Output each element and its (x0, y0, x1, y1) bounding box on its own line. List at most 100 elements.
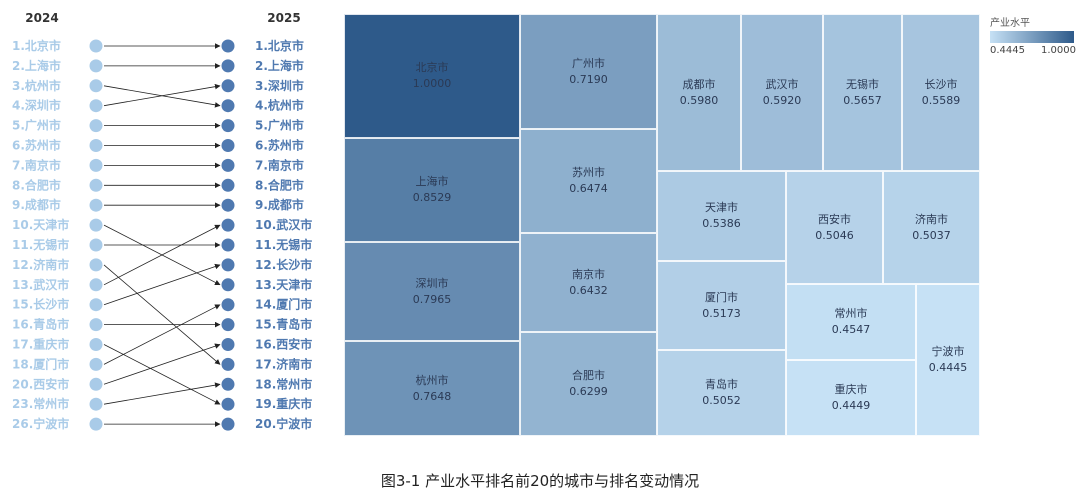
rank-2025-dot (221, 198, 235, 212)
treemap-city-label: 南京市 (572, 267, 605, 281)
treemap-city-label: 天津市 (705, 201, 738, 214)
rank-2024-dot (89, 158, 103, 172)
treemap-city-label: 北京市 (415, 61, 449, 74)
rank-change-arrow (103, 224, 221, 286)
treemap-value-label: 0.4449 (831, 399, 871, 412)
treemap-city-label: 无锡市 (846, 77, 879, 91)
rank-2024-label: 8.合肥市 (12, 177, 61, 192)
treemap-cell: 上海市 0.8529 (344, 138, 520, 242)
treemap-cell: 重庆市 0.4449 (786, 360, 916, 436)
rank-2025-dot (221, 99, 235, 113)
treemap-city-label: 常州市 (834, 307, 868, 320)
treemap-city-label: 重庆市 (834, 383, 868, 396)
treemap-cell: 厦门市 0.5173 (657, 261, 786, 350)
rank-2025-dot (221, 417, 235, 431)
rank-2025-label: 9.成都市 (255, 197, 304, 212)
treemap-cell: 北京市 1.0000 (344, 14, 520, 138)
treemap-cell: 无锡市 0.5657 (823, 14, 902, 171)
legend-title: 产业水平 (990, 18, 1030, 29)
rank-2025-label: 15.青岛市 (255, 317, 312, 332)
rank-2024-dot (89, 357, 103, 371)
treemap-value-label: 0.5386 (702, 217, 741, 230)
rank-change-arrow (103, 344, 221, 405)
treemap-cell: 济南市 0.5037 (883, 171, 980, 284)
rank-2024-dot (89, 318, 103, 332)
treemap-value-label: 0.5980 (679, 93, 719, 107)
treemap-value-label: 0.6432 (569, 283, 608, 297)
treemap-city-label: 成都市 (682, 77, 716, 91)
rank-2024-dot (89, 377, 103, 391)
industry-level-treemap: 北京市 1.0000 上海市 0.8529 深圳市 0.7965 杭州市 0.7648 广州市 0… (344, 14, 980, 436)
rank-2025-dot (221, 258, 235, 272)
treemap-value-label: 0.8529 (412, 191, 452, 204)
treemap-value-label: 0.6474 (569, 182, 608, 195)
rank-2025-label: 2.上海市 (255, 58, 304, 73)
rank-2025-label: 11.无锡市 (255, 237, 312, 252)
rank-2024-dot (89, 198, 103, 212)
treemap-cell: 广州市 0.7190 (520, 14, 657, 129)
rank-2024-label: 7.南京市 (12, 157, 61, 172)
rank-2024-dot (89, 298, 103, 312)
rank-2025-dot (221, 357, 235, 371)
treemap-value-label: 0.7965 (412, 292, 452, 306)
treemap-city-label: 深圳市 (415, 276, 449, 290)
treemap-value-label: 0.4445 (928, 361, 968, 374)
rank-2025-label: 4.杭州市 (255, 98, 304, 113)
rank-2025-label: 17.济南市 (255, 356, 312, 371)
treemap-city-label: 合肥市 (572, 369, 605, 382)
rank-2024-label: 17.重庆市 (12, 337, 69, 352)
rank-2025-dot (221, 79, 235, 93)
rank-2025-dot (221, 298, 235, 312)
treemap-cell: 成都市 0.5980 (657, 14, 741, 171)
rank-2025-label: 14.厦门市 (255, 297, 312, 312)
year-2024-label: 2024 (25, 11, 58, 25)
rank-2025-dot (221, 119, 235, 133)
rank-2024-dot (89, 79, 103, 93)
rank-2024-label: 11.无锡市 (12, 237, 69, 252)
rank-2024-label: 9.成都市 (12, 197, 61, 212)
treemap-city-label: 武汉市 (765, 77, 799, 91)
rank-2024-dot (89, 218, 103, 232)
rank-2025-dot (221, 178, 235, 192)
rank-2024-dot (89, 417, 103, 431)
rank-2024-label: 16.青岛市 (12, 317, 69, 332)
rank-2024-label: 6.苏州市 (12, 138, 61, 153)
rank-2024-label: 20.西安市 (12, 376, 69, 391)
treemap-city-label: 济南市 (915, 212, 948, 226)
treemap-cell: 杭州市 0.7648 (344, 341, 520, 436)
rank-2025-label: 12.长沙市 (255, 257, 312, 272)
treemap-city-label: 广州市 (572, 56, 605, 70)
treemap-cell: 武汉市 0.5920 (741, 14, 823, 171)
rank-2025-label: 3.深圳市 (255, 78, 304, 93)
rank-2024-dot (89, 238, 103, 252)
rank-2024-label: 10.天津市 (12, 217, 69, 232)
rank-2025-dot (221, 59, 235, 73)
rank-change-arrow (103, 263, 221, 306)
rank-2024-label: 4.深圳市 (12, 98, 61, 113)
rank-2025-dot (221, 218, 235, 232)
rank-2024-label: 2.上海市 (12, 58, 61, 73)
rank-2025-dot (221, 158, 235, 172)
rank-2025-dot (221, 278, 235, 292)
rank-2025-label: 7.南京市 (255, 157, 304, 172)
rank-2024-dot (89, 119, 103, 133)
rank-2024-dot (89, 139, 103, 152)
rank-change-arrow (103, 343, 221, 385)
rank-2024-dot (89, 39, 103, 53)
rank-2025-label: 16.西安市 (255, 337, 312, 352)
treemap-value-label: 0.7190 (569, 72, 608, 86)
rank-2024-dot (89, 397, 103, 411)
rank-2024-label: 3.杭州市 (12, 78, 61, 93)
treemap-value-label: 1.0000 (412, 77, 452, 90)
treemap-city-label: 宁波市 (931, 345, 965, 358)
treemap-city-label: 长沙市 (924, 77, 958, 91)
treemap-value-label: 0.5052 (702, 394, 741, 407)
treemap-value-label: 0.5589 (921, 93, 961, 107)
rank-2024-dot (89, 59, 103, 73)
legend-gradient-bar (990, 31, 1074, 43)
rank-2024-dot (89, 258, 103, 272)
treemap-cell: 合肥市 0.6299 (520, 332, 657, 436)
treemap-value-label: 0.5037 (912, 228, 951, 242)
rank-2025-label: 6.苏州市 (255, 138, 304, 153)
treemap-cell: 宁波市 0.4445 (916, 284, 980, 436)
